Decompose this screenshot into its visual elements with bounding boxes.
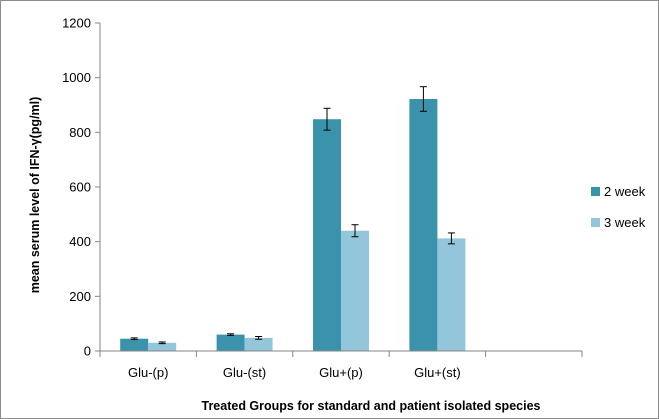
bar — [409, 98, 438, 351]
bar — [244, 337, 273, 351]
y-tick-label: 400 — [69, 234, 91, 249]
y-tick-label: 1200 — [62, 16, 91, 31]
x-axis-title: Treated Groups for standard and patient … — [202, 399, 541, 413]
legend-swatch — [591, 187, 600, 196]
bar — [437, 238, 466, 351]
x-tick-label: Glu+(st) — [414, 365, 461, 380]
y-axis-title: mean serum level of IFN-γ(pg/ml) — [28, 97, 42, 294]
bar — [120, 338, 149, 351]
x-tick-label: Glu-(p) — [128, 365, 168, 380]
y-tick-label: 0 — [84, 344, 91, 359]
bar — [148, 342, 177, 351]
y-tick-label: 1000 — [62, 70, 91, 85]
axes: 0 200 400 600 800 1000 1200 Glu-(p) Glu-(st) Glu+… — [28, 16, 583, 413]
legend-label: 3 week — [604, 215, 646, 230]
x-tick-label: Glu+(p) — [319, 365, 363, 380]
plot-area — [120, 86, 466, 351]
legend-label: 2 week — [604, 184, 646, 199]
y-tick-label: 600 — [69, 180, 91, 195]
bar — [341, 230, 369, 351]
y-tick-label: 200 — [69, 289, 91, 304]
x-tick-label: Glu-(st) — [223, 365, 266, 380]
bar — [216, 334, 245, 351]
legend-swatch — [591, 218, 600, 227]
legend: 2 week 3 week — [591, 184, 646, 230]
y-tick-label: 800 — [69, 125, 91, 140]
bar — [313, 119, 341, 351]
